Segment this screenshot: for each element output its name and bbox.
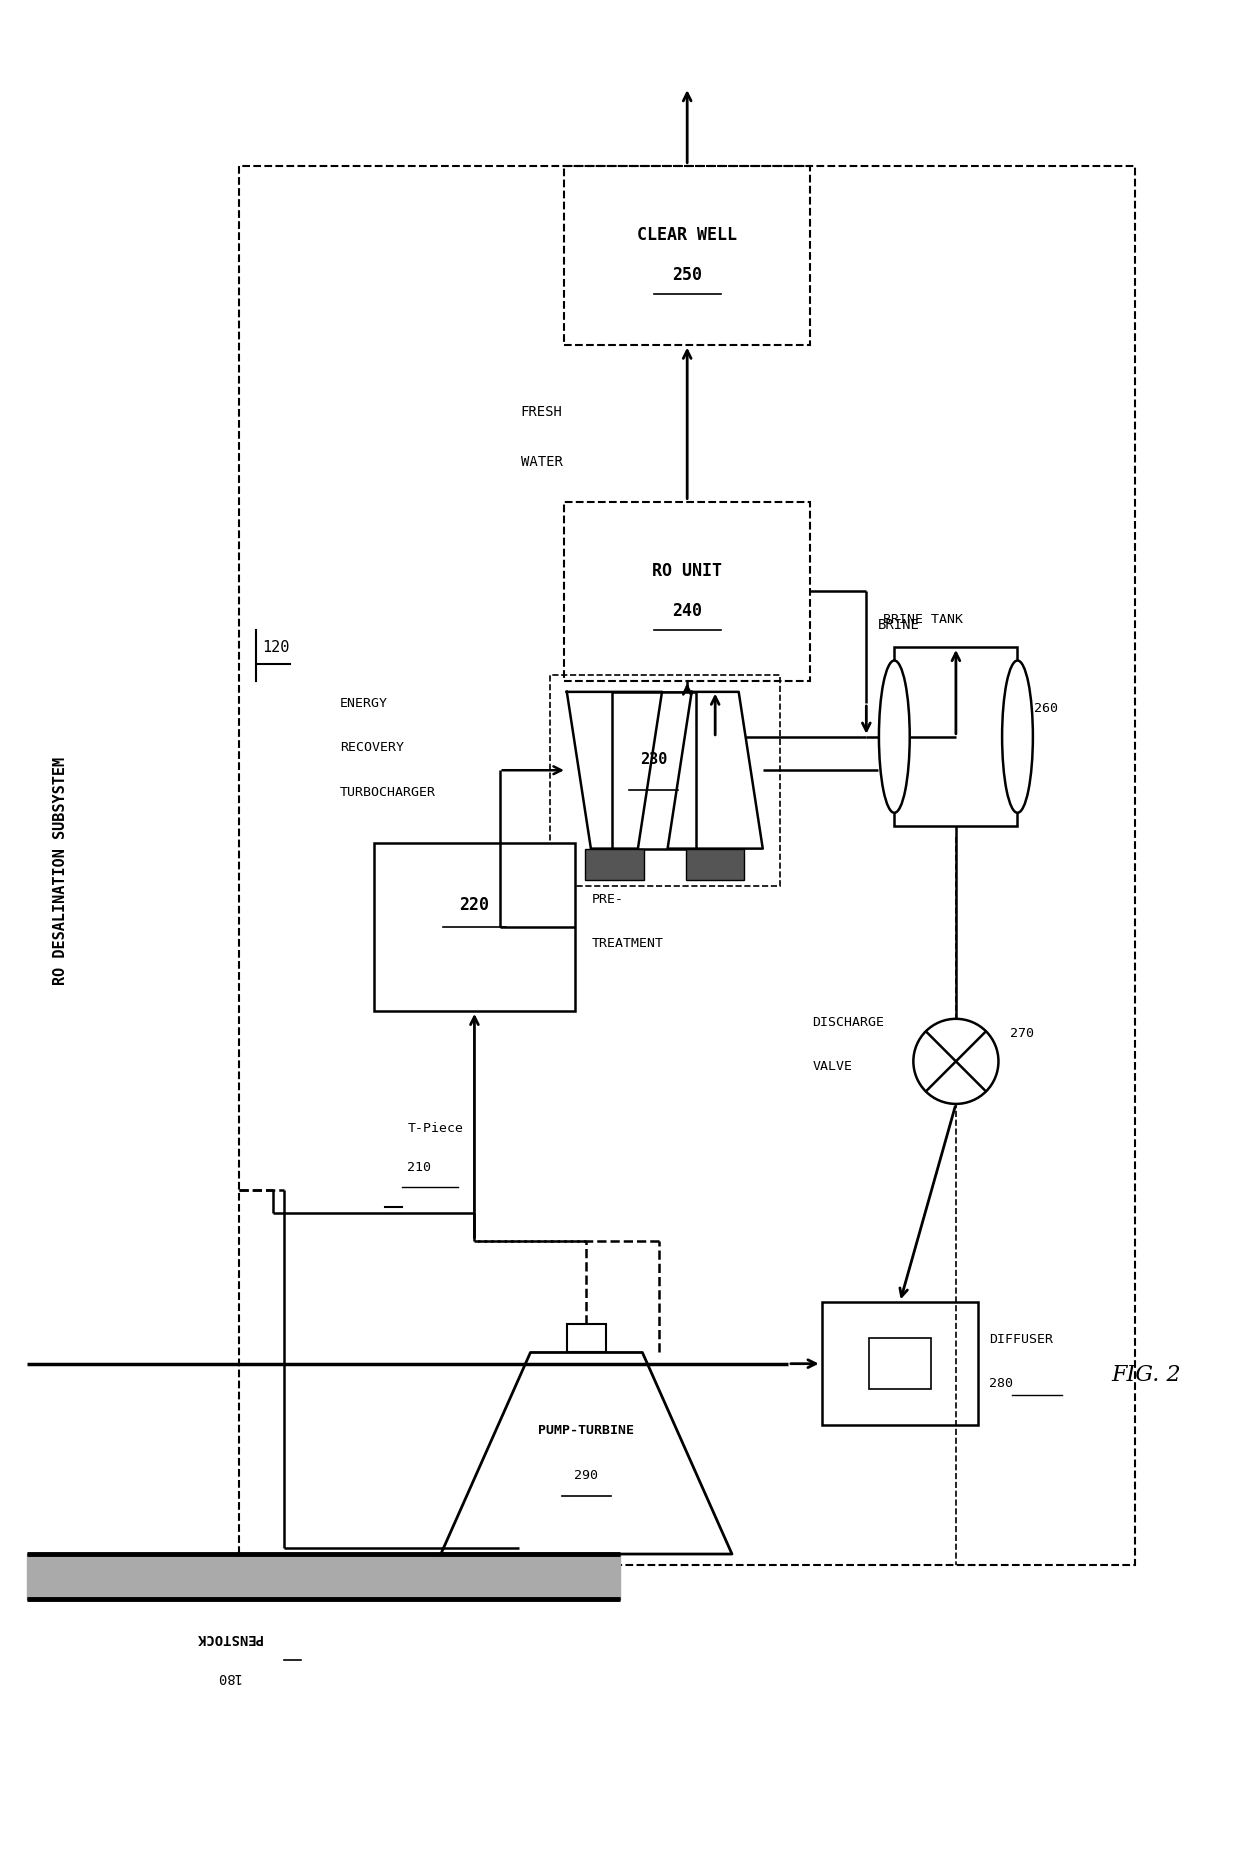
Text: 210: 210: [407, 1161, 432, 1174]
Text: PENSTOCK: PENSTOCK: [195, 1632, 262, 1644]
Text: RO DESALINATION SUBSYSTEM: RO DESALINATION SUBSYSTEM: [52, 756, 68, 984]
Text: DIFFUSER: DIFFUSER: [990, 1333, 1054, 1346]
Text: TURBOCHARGER: TURBOCHARGER: [340, 786, 436, 799]
Text: ENERGY: ENERGY: [340, 697, 388, 710]
Bar: [822, 1302, 978, 1426]
Polygon shape: [567, 692, 662, 849]
Circle shape: [914, 1020, 998, 1103]
Text: FIG. 2: FIG. 2: [1111, 1365, 1180, 1387]
Text: 120: 120: [262, 640, 289, 654]
Text: RO UNIT: RO UNIT: [652, 562, 722, 580]
Ellipse shape: [1002, 660, 1033, 812]
Ellipse shape: [879, 660, 910, 812]
Bar: [239, 165, 1135, 1565]
Text: 280: 280: [990, 1378, 1013, 1390]
Bar: [564, 165, 811, 345]
Bar: [567, 1324, 606, 1352]
Text: 290: 290: [574, 1468, 599, 1481]
Text: PRE-: PRE-: [591, 892, 624, 905]
Text: DISCHARGE: DISCHARGE: [812, 1016, 884, 1029]
Bar: [551, 675, 780, 886]
Text: 240: 240: [672, 603, 702, 621]
Text: T-Piece: T-Piece: [407, 1122, 464, 1135]
Text: 250: 250: [672, 267, 702, 284]
Text: TREATMENT: TREATMENT: [591, 938, 663, 951]
Text: 260: 260: [1034, 703, 1058, 716]
Bar: [611, 692, 696, 849]
Text: FRESH: FRESH: [521, 404, 563, 419]
Bar: [894, 647, 1018, 827]
Bar: [373, 844, 575, 1010]
Bar: [585, 849, 644, 881]
Text: BRINE TANK: BRINE TANK: [883, 612, 963, 625]
Text: WATER: WATER: [521, 456, 563, 469]
Bar: [564, 502, 811, 680]
Polygon shape: [441, 1352, 732, 1554]
Text: 220: 220: [460, 895, 490, 914]
Bar: [686, 849, 744, 881]
Text: VALVE: VALVE: [812, 1060, 853, 1073]
Text: PUMP-TURBINE: PUMP-TURBINE: [538, 1424, 635, 1437]
Polygon shape: [667, 692, 763, 849]
Text: BRINE: BRINE: [878, 617, 919, 632]
Text: RECOVERY: RECOVERY: [340, 742, 404, 755]
Text: 270: 270: [1009, 1027, 1034, 1040]
Text: 180: 180: [216, 1670, 241, 1683]
Text: 230: 230: [640, 751, 667, 766]
Text: CLEAR WELL: CLEAR WELL: [637, 226, 738, 245]
Bar: [869, 1339, 931, 1389]
